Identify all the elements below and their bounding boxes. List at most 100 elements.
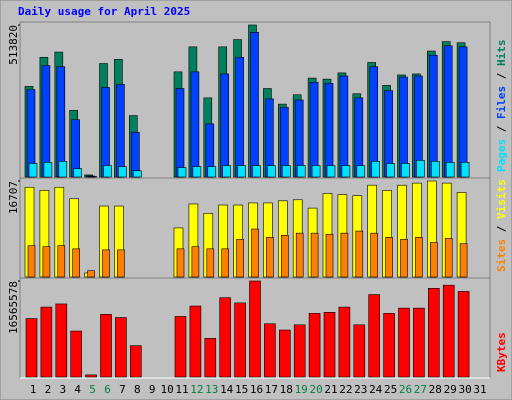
bar [43,162,53,178]
legend-separator: / [495,125,508,132]
bar [458,46,468,178]
bar [206,248,215,278]
bar [354,97,364,178]
x-tick-label: 26 [399,383,412,396]
bar [385,237,393,278]
bar [55,303,68,378]
bar [310,232,319,278]
x-tick-label: 4 [74,383,81,396]
x-tick-label: 12 [190,383,203,396]
bar [386,163,395,178]
bar [251,228,259,278]
bar [57,245,66,278]
bar [219,297,231,378]
bar [264,323,276,378]
x-tick-label: 25 [384,383,397,396]
bar [130,345,142,378]
x-tick-label: 20 [309,383,322,396]
x-tick-label: 14 [220,383,234,396]
y-tick-label: 513820 [7,25,20,65]
legend-entry: Pages [495,139,508,172]
bar [280,234,289,278]
bar [133,170,142,178]
bar [339,75,349,178]
bar [413,307,425,378]
bar [101,87,110,178]
bar [221,248,229,278]
bar [189,305,202,378]
legend: KBytes [495,332,508,372]
bar [40,306,53,378]
bar [70,330,82,378]
bar [252,165,261,178]
bar [338,306,351,378]
bar [309,81,319,178]
legend-entry: Files [495,86,508,119]
bar [371,161,381,178]
bar [41,65,51,178]
x-tick-label: 11 [175,383,188,396]
bar [416,160,425,178]
bar [58,161,68,178]
bar [460,162,470,178]
bar [355,230,364,278]
bar [117,249,125,278]
bar [326,165,336,178]
x-tick-label: 3 [59,383,66,396]
bar [308,313,321,378]
bar [278,329,291,378]
bar [369,66,379,178]
legend: Sites / Visits [495,179,508,272]
bar [398,307,410,378]
bar [192,166,202,178]
bar [266,237,274,278]
bar [399,76,408,178]
bar [445,162,455,178]
bar [234,302,246,378]
bar [204,338,217,378]
legend: Pages / Files / Hits [495,40,508,173]
bar [118,166,127,178]
x-tick-label: 19 [295,383,308,396]
bar [207,166,217,178]
bar [115,317,127,378]
bar [400,239,408,278]
bar [28,163,38,178]
bar [323,312,336,378]
bar [370,232,379,278]
x-tick-label: 31 [473,383,486,396]
bar [174,316,187,378]
bar [250,31,259,178]
bar [87,270,95,278]
x-tick-label: 9 [149,383,156,396]
bar [190,71,200,178]
x-tick-label: 2 [45,383,52,396]
bar [131,131,140,178]
bar [442,284,455,378]
x-tick-label: 23 [354,383,367,396]
bar [88,176,97,178]
y-tick-label: 16707 [7,181,20,214]
bar [102,249,110,278]
bar [311,165,321,178]
x-tick-label: 24 [369,383,383,396]
bar [25,318,38,378]
x-tick-label: 1 [30,383,37,396]
legend-entry: Visits [495,179,508,219]
bar [237,165,246,178]
x-tick-label: 10 [160,383,173,396]
bar [427,288,440,378]
bar [249,280,261,378]
chart-title: Daily usage for April 2025 [18,5,190,18]
legend-separator: / [495,225,508,232]
bar [222,165,231,178]
legend-separator: / [495,72,508,79]
bar [295,232,304,278]
legend-entry: Sites [495,239,508,272]
bar [175,88,185,178]
legend-entry: KBytes [495,332,508,372]
bar [176,248,185,278]
bar [459,243,468,278]
bar [56,66,66,178]
bar [443,45,453,178]
